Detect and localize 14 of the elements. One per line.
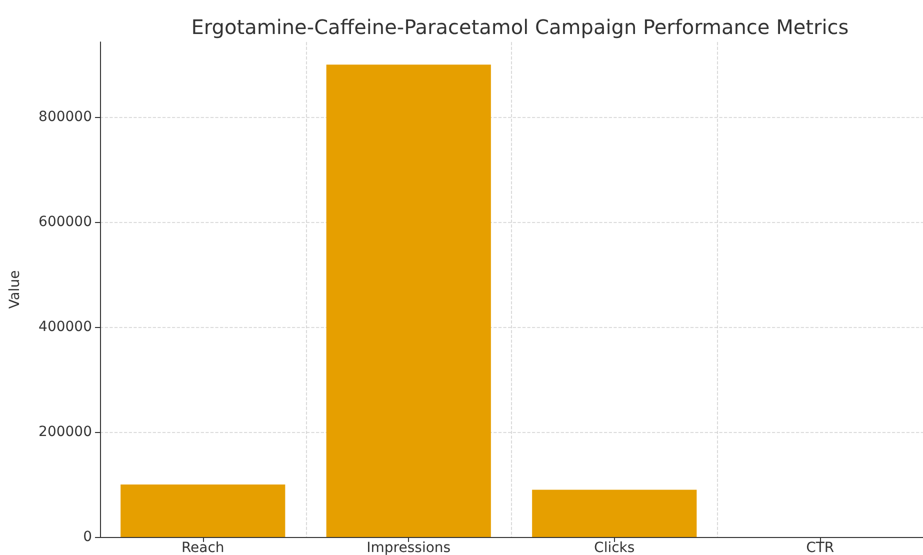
y-axis-title: Value <box>7 270 23 309</box>
y-tick-label: 400000 <box>38 319 92 336</box>
x-tick-label: Clicks <box>594 540 635 555</box>
bar <box>326 64 491 537</box>
bar <box>120 484 286 537</box>
x-tick-label: Impressions <box>366 540 451 555</box>
y-tick-label: 0 <box>83 529 92 545</box>
bar <box>532 490 697 537</box>
y-tick-label: 800000 <box>38 109 92 126</box>
chart-title: Ergotamine-Caffeine-Paracetamol Campaign Performance Metrics <box>191 15 849 39</box>
y-tick-label: 200000 <box>38 424 92 440</box>
x-tick-label: Reach <box>181 540 224 555</box>
y-tick-label: 600000 <box>38 214 92 230</box>
x-tick-label: CTR <box>806 540 834 555</box>
